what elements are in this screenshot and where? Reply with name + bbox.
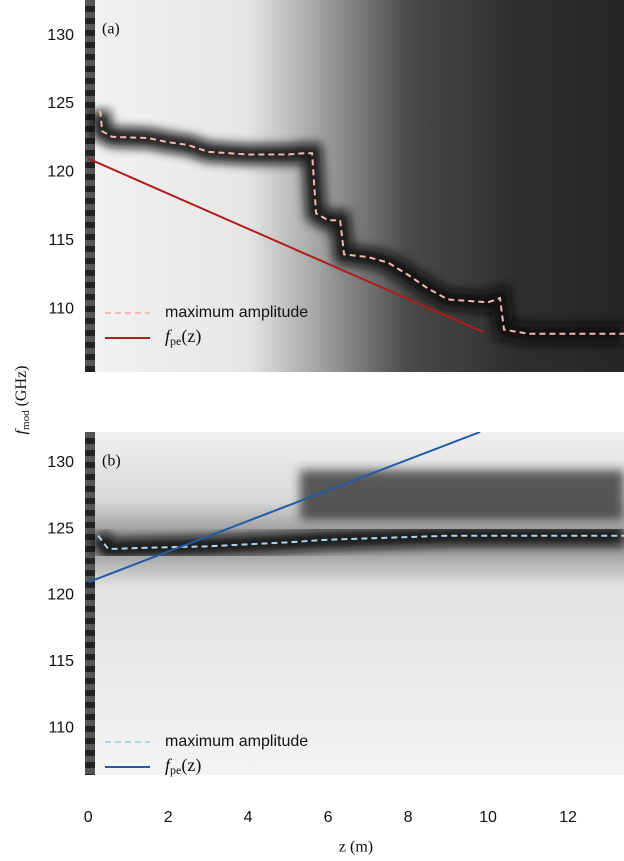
panel-label: (a) (102, 21, 120, 38)
x-tick-label: 4 (244, 809, 253, 826)
y-label-unit: (GHz) (13, 366, 30, 407)
y-tick-label: 120 (47, 164, 74, 181)
legend-label: fpe(z) (165, 326, 201, 348)
y-tick-label: 110 (48, 300, 74, 317)
x-tick-label: 8 (404, 809, 413, 826)
legend-label: maximum amplitude (165, 733, 308, 750)
legend-label: maximum amplitude (165, 304, 308, 321)
amplitude-band (90, 109, 624, 344)
y-tick-label: 120 (47, 587, 74, 604)
y-tick-label: 130 (47, 454, 74, 471)
y-tick-label: 125 (47, 95, 74, 112)
x-tick-label: 6 (324, 809, 333, 826)
legend-label: fpe(z) (165, 755, 201, 777)
y-tick-label: 115 (48, 653, 74, 670)
y-tick-label: 130 (47, 27, 74, 44)
legend-subscript: pe (170, 763, 181, 777)
y-tick-label: 115 (48, 232, 74, 249)
panel-a-background (85, 0, 624, 372)
x-tick-label: 10 (479, 809, 497, 826)
x-tick-label: 0 (84, 809, 93, 826)
legend-subscript: pe (170, 334, 181, 348)
legend-argument: (z) (181, 326, 201, 347)
x-axis-label: z (m) (339, 839, 373, 856)
legend-argument: (z) (181, 755, 201, 776)
series-line (87, 432, 481, 584)
y-tick-label: 125 (47, 520, 74, 537)
x-tick-label: 2 (164, 809, 173, 826)
x-tick-label: 12 (559, 809, 577, 826)
panel (87, 432, 624, 584)
panel (87, 109, 624, 344)
y-tick-label: 110 (48, 720, 74, 737)
y-axis-label: fmod (GHz) (13, 366, 32, 435)
panel-label: (b) (102, 453, 121, 470)
series-line (87, 157, 485, 334)
legend-symbol: f (165, 755, 173, 775)
panel-b-background (85, 432, 624, 775)
amplitude-band (90, 525, 624, 560)
legend-symbol: f (165, 326, 173, 346)
y-label-symbol: f (13, 427, 30, 434)
y-label-subscript: mod (20, 410, 32, 430)
